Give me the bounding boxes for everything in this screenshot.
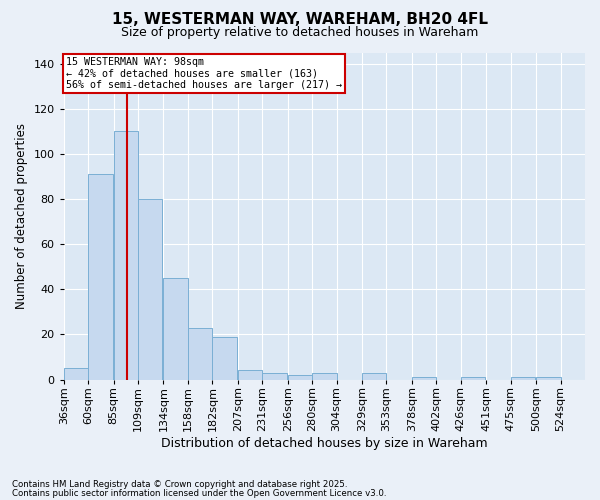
Bar [188,328,212,380]
Bar [138,199,163,380]
Y-axis label: Number of detached properties: Number of detached properties [15,123,28,309]
Bar [113,132,138,380]
Bar [536,377,560,380]
Bar [212,336,237,380]
Bar [461,377,485,380]
Bar [163,278,188,380]
Text: Contains HM Land Registry data © Crown copyright and database right 2025.: Contains HM Land Registry data © Crown c… [12,480,347,489]
Text: 15 WESTERMAN WAY: 98sqm
← 42% of detached houses are smaller (163)
56% of semi-d: 15 WESTERMAN WAY: 98sqm ← 42% of detache… [66,57,342,90]
Bar [64,368,88,380]
Bar [238,370,262,380]
Text: Contains public sector information licensed under the Open Government Licence v3: Contains public sector information licen… [12,488,386,498]
Text: 15, WESTERMAN WAY, WAREHAM, BH20 4FL: 15, WESTERMAN WAY, WAREHAM, BH20 4FL [112,12,488,28]
X-axis label: Distribution of detached houses by size in Wareham: Distribution of detached houses by size … [161,437,488,450]
Bar [362,372,386,380]
Bar [312,372,337,380]
Text: Size of property relative to detached houses in Wareham: Size of property relative to detached ho… [121,26,479,39]
Bar [412,377,436,380]
Bar [288,375,312,380]
Bar [511,377,535,380]
Bar [262,372,287,380]
Bar [88,174,113,380]
